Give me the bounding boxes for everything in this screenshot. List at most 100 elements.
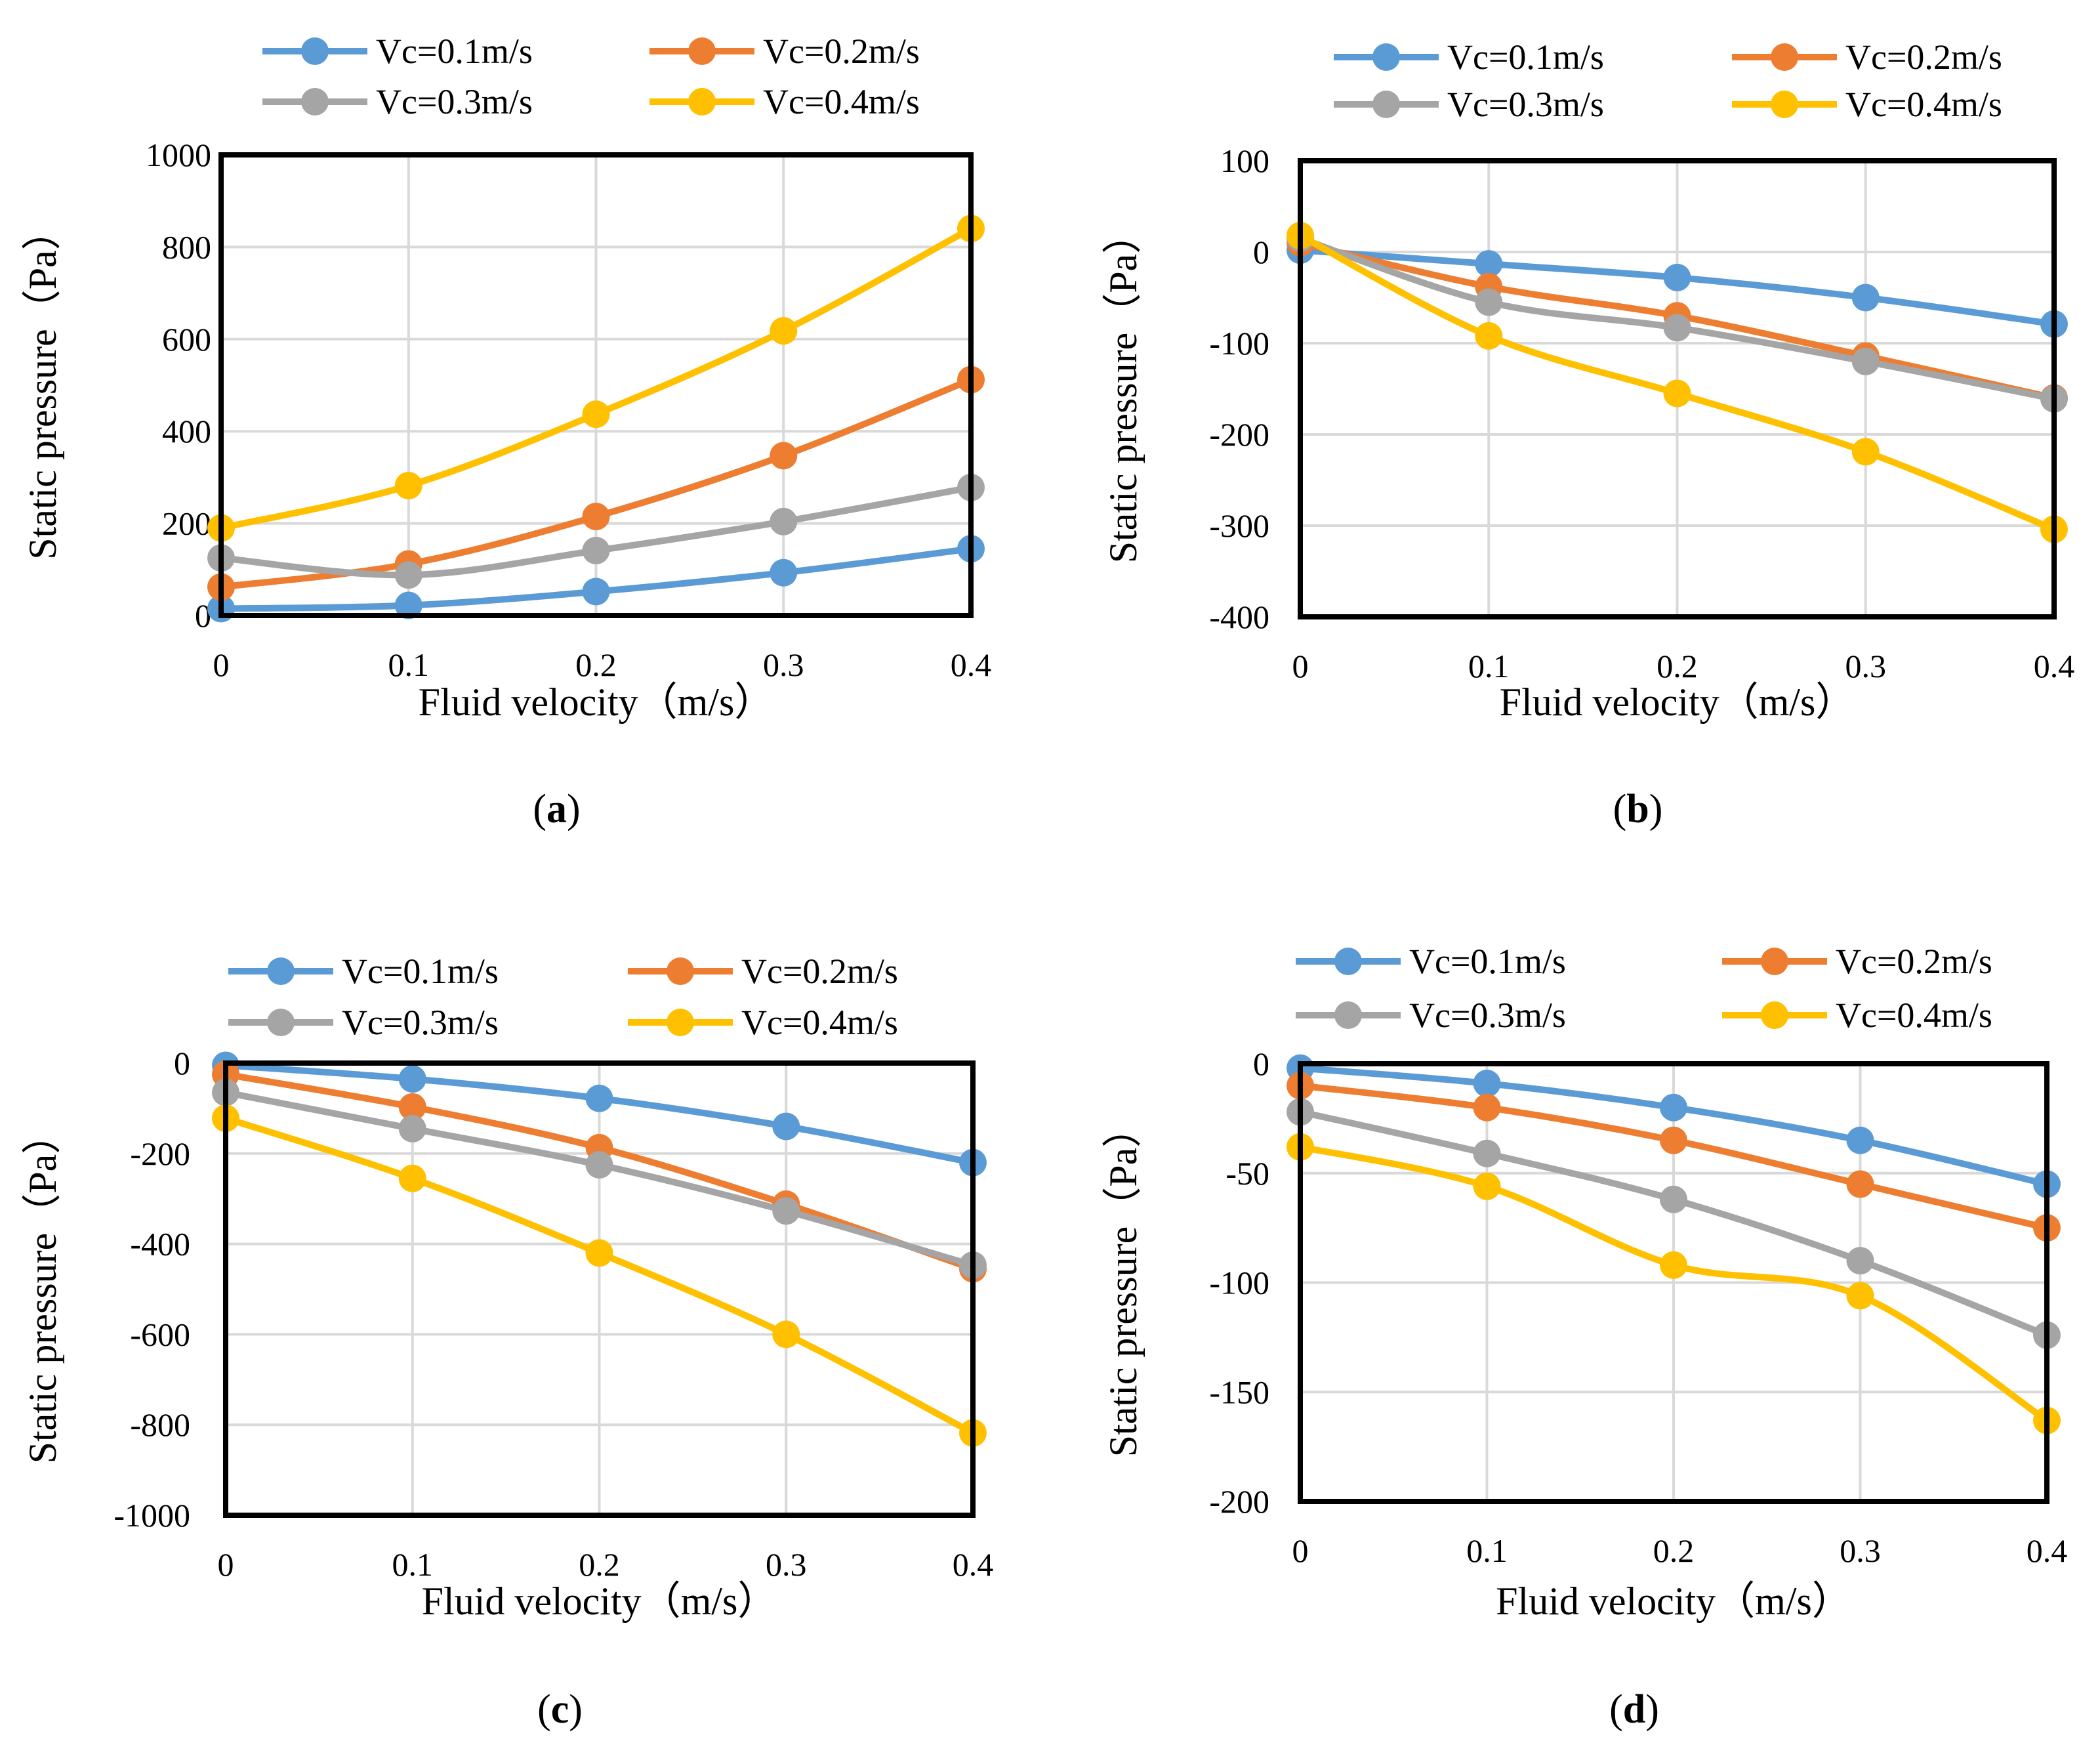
- plot-frame: [1298, 1061, 2049, 1504]
- data-point: [1846, 1247, 1874, 1275]
- legend-marker-2: [688, 37, 716, 65]
- x-tick-label: 0.3: [1845, 648, 1887, 684]
- data-point: [772, 1320, 800, 1349]
- y-tick-label: -100: [1209, 1265, 1269, 1301]
- data-point: [1663, 379, 1691, 408]
- legend-label-2: Vc=0.2m/s: [763, 31, 920, 71]
- y-tick-label: -200: [130, 1135, 190, 1172]
- data-point: [394, 472, 422, 500]
- legend-label-1: Vc=0.1m/s: [1409, 942, 1566, 981]
- legend-label-1: Vc=0.1m/s: [1447, 37, 1604, 77]
- data-point: [1660, 1126, 1687, 1154]
- data-point: [1846, 1282, 1874, 1310]
- x-axis-title: Fluid velocity（m/s）: [422, 1580, 777, 1623]
- panel-caption-letter: b: [1626, 787, 1649, 831]
- y-tick-label: 600: [162, 321, 211, 358]
- data-point: [770, 507, 798, 535]
- plot-frame: [218, 152, 974, 618]
- data-point: [1660, 1093, 1687, 1121]
- y-tick-label: -800: [130, 1406, 190, 1443]
- x-tick-label: 0: [1292, 1532, 1309, 1569]
- y-tick-label: 400: [162, 413, 211, 450]
- legend-label-4: Vc=0.4m/s: [763, 82, 920, 121]
- data-point: [394, 591, 422, 619]
- x-tick-label: 0: [1292, 648, 1309, 684]
- y-tick-label: -150: [1209, 1373, 1269, 1410]
- data-point: [1660, 1185, 1687, 1213]
- data-point: [585, 1239, 613, 1267]
- legend-label-3: Vc=0.3m/s: [1409, 995, 1566, 1035]
- legend-marker-4: [667, 1009, 694, 1036]
- legend-label-2: Vc=0.2m/s: [1836, 942, 1992, 981]
- legend-marker-4: [1771, 91, 1798, 118]
- x-tick-label: 0.4: [2027, 1532, 2068, 1569]
- data-point: [1851, 347, 1880, 375]
- y-tick-label: -200: [1209, 1483, 1269, 1520]
- y-tick-label: -100: [1209, 325, 1269, 362]
- y-tick-label: 800: [162, 228, 211, 265]
- data-point: [1846, 1170, 1874, 1198]
- data-point: [1473, 1172, 1501, 1200]
- legend-marker-2: [1771, 43, 1798, 71]
- data-point: [394, 561, 422, 589]
- legend-label-1: Vc=0.1m/s: [342, 952, 499, 991]
- legend-marker-3: [267, 1009, 295, 1036]
- panel-caption-letter: c: [551, 1687, 569, 1732]
- legend-label-2: Vc=0.2m/s: [741, 952, 898, 991]
- data-point: [1851, 283, 1880, 312]
- x-tick-label: 0.1: [1466, 1532, 1508, 1569]
- data-point: [582, 537, 610, 565]
- legend-marker-4: [1761, 1001, 1788, 1029]
- data-point: [1473, 1070, 1501, 1098]
- y-tick-label: 1000: [146, 136, 211, 173]
- x-axis-title: Fluid velocity（m/s）: [419, 681, 774, 724]
- legend-label-3: Vc=0.3m/s: [376, 82, 533, 121]
- y-tick-label: -600: [130, 1316, 190, 1352]
- data-point: [1473, 1139, 1501, 1167]
- data-point: [1663, 263, 1691, 291]
- data-point: [582, 577, 610, 606]
- data-point: [1473, 1093, 1501, 1121]
- y-tick-label: -400: [1209, 598, 1269, 635]
- data-point: [398, 1093, 426, 1121]
- panel-caption-letter: a: [546, 787, 567, 831]
- x-axis-title: Fluid velocity（m/s）: [1500, 681, 1855, 724]
- plot-frame: [223, 1060, 976, 1518]
- legend-marker-2: [1761, 948, 1788, 975]
- legend-marker-1: [301, 37, 329, 65]
- data-point: [772, 1197, 800, 1225]
- y-tick-label: -50: [1225, 1155, 1269, 1192]
- data-point: [398, 1065, 426, 1093]
- legend-label-4: Vc=0.4m/s: [1845, 85, 2002, 124]
- panel-caption: (d): [1609, 1687, 1659, 1732]
- legend-marker-1: [1372, 43, 1400, 71]
- y-tick-label: -1000: [113, 1497, 190, 1534]
- y-tick-label: -200: [1209, 416, 1269, 453]
- x-tick-label: 0.2: [1653, 1532, 1695, 1569]
- y-axis-title: Static pressure（Pa）: [1101, 215, 1145, 564]
- data-point: [398, 1164, 426, 1192]
- y-tick-label: -300: [1209, 507, 1269, 544]
- legend-marker-1: [267, 957, 295, 985]
- x-tick-label: 0.3: [1840, 1532, 1881, 1569]
- x-tick-label: 0.4: [2034, 648, 2075, 684]
- data-point: [585, 1151, 613, 1179]
- legend-label-4: Vc=0.4m/s: [1836, 995, 1992, 1035]
- panel-caption: (c): [537, 1687, 583, 1732]
- x-tick-label: 0.1: [392, 1546, 434, 1583]
- legend-label-1: Vc=0.1m/s: [376, 31, 533, 71]
- data-point: [770, 558, 798, 587]
- panel-caption: (a): [533, 787, 580, 831]
- x-axis-title: Fluid velocity（m/s）: [1496, 1580, 1851, 1623]
- data-point: [585, 1084, 613, 1112]
- data-point: [772, 1112, 800, 1141]
- data-point: [770, 317, 798, 345]
- legend-marker-2: [667, 957, 694, 985]
- panel-caption-letter: d: [1623, 1687, 1645, 1732]
- y-tick-label: 200: [162, 505, 211, 542]
- x-tick-label: 0.2: [1657, 648, 1698, 684]
- chart-panel-d: -200 -150 -100 -50 0 0 0.1 0.2 0.3 0.4 Fluid veloc…: [1101, 942, 2067, 1732]
- x-tick-label: 0.2: [579, 1546, 620, 1583]
- x-tick-label: 0.3: [763, 646, 804, 683]
